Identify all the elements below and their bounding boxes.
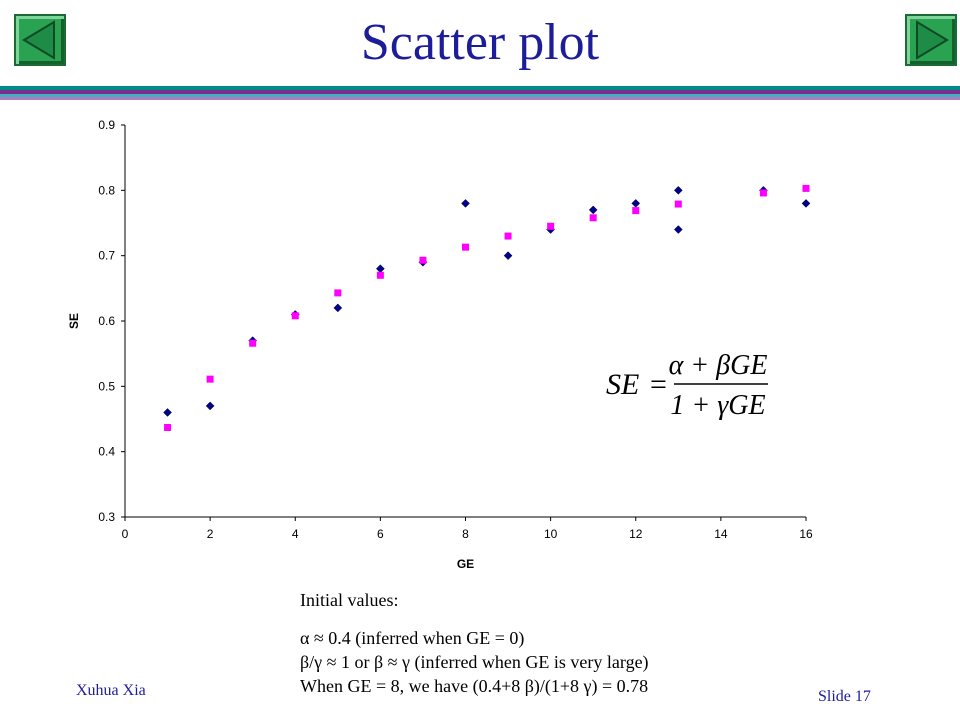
data-point-square (164, 423, 172, 431)
notes-line-ge8: When GE = 8, we have (0.4+8 β)/(1+8 γ) =… (300, 676, 649, 696)
data-point-diamond (673, 185, 683, 195)
x-tick-label: 0 (122, 527, 129, 541)
next-slide-button[interactable] (905, 14, 957, 66)
x-tick-label: 12 (629, 527, 643, 541)
formula-denominator: 1 + γGE (670, 390, 765, 421)
data-point-diamond (333, 303, 343, 313)
y-tick-label: 0.6 (98, 314, 115, 328)
data-point-square (547, 222, 555, 230)
data-point-square (419, 256, 427, 264)
data-point-diamond (461, 199, 470, 208)
notes-line-alpha: α ≈ 0.4 (inferred when GE = 0) (300, 628, 525, 648)
x-tick-label: 14 (714, 527, 728, 541)
data-point-diamond (588, 205, 598, 215)
data-point-square (206, 375, 214, 383)
data-point-square (504, 232, 512, 240)
x-tick-label: 8 (462, 527, 469, 541)
data-point-square (674, 200, 682, 208)
formula-equals: = (650, 368, 667, 401)
x-tick-label: 10 (544, 527, 558, 541)
slide-title: Scatter plot (360, 14, 600, 71)
formula: SE = α + βGE 1 + γGE (606, 350, 768, 421)
data-point-diamond (163, 408, 172, 417)
data-point-square (632, 207, 640, 215)
previous-slide-button[interactable] (14, 14, 66, 66)
right-arrow-icon (916, 20, 949, 60)
formula-lhs: SE (606, 368, 639, 401)
notes-line-beta-gamma: β/γ ≈ 1 or β ≈ γ (inferred when GE is ve… (300, 652, 649, 672)
scatter-chart: 0.3 0.4 0.5 0.6 0.7 0.8 0.9 0 2 4 6 8 10 12 14 16 GE SE (67, 118, 813, 571)
data-point-square (589, 214, 597, 222)
data-point-diamond (801, 199, 811, 208)
data-point-square (759, 189, 767, 197)
x-axis-label: GE (457, 557, 474, 571)
footer-author: Xuhua Xia (76, 682, 146, 699)
footer-slide-number: Slide 17 (818, 688, 871, 705)
data-point-diamond (205, 401, 215, 411)
x-tick-label: 4 (292, 527, 299, 541)
data-point-square (462, 243, 469, 251)
y-tick-label: 0.8 (98, 183, 115, 197)
y-tick-label: 0.7 (98, 249, 115, 263)
y-tick-label: 0.5 (98, 379, 115, 393)
left-arrow-icon (22, 20, 55, 60)
notes-heading: Initial values: (300, 590, 399, 610)
data-point-square (249, 339, 257, 347)
y-tick-label: 0.9 (98, 118, 115, 132)
data-point-square (376, 271, 384, 279)
data-point-square (291, 312, 299, 320)
data-point-diamond (376, 264, 385, 274)
data-point-square (334, 289, 342, 297)
y-tick-label: 0.3 (98, 510, 115, 524)
initial-values-notes: Initial values: α ≈ 0.4 (inferred when G… (300, 588, 649, 698)
x-tick-label: 6 (377, 527, 384, 541)
data-point-diamond (673, 225, 683, 234)
data-point-diamond (631, 199, 641, 208)
x-tick-label: 16 (799, 527, 813, 541)
data-point-square (802, 184, 810, 192)
data-point-diamond (503, 251, 513, 261)
formula-numerator: α + βGE (669, 350, 768, 381)
x-tick-label: 2 (207, 527, 214, 541)
y-tick-label: 0.4 (98, 445, 115, 459)
y-axis-label: SE (67, 313, 81, 329)
